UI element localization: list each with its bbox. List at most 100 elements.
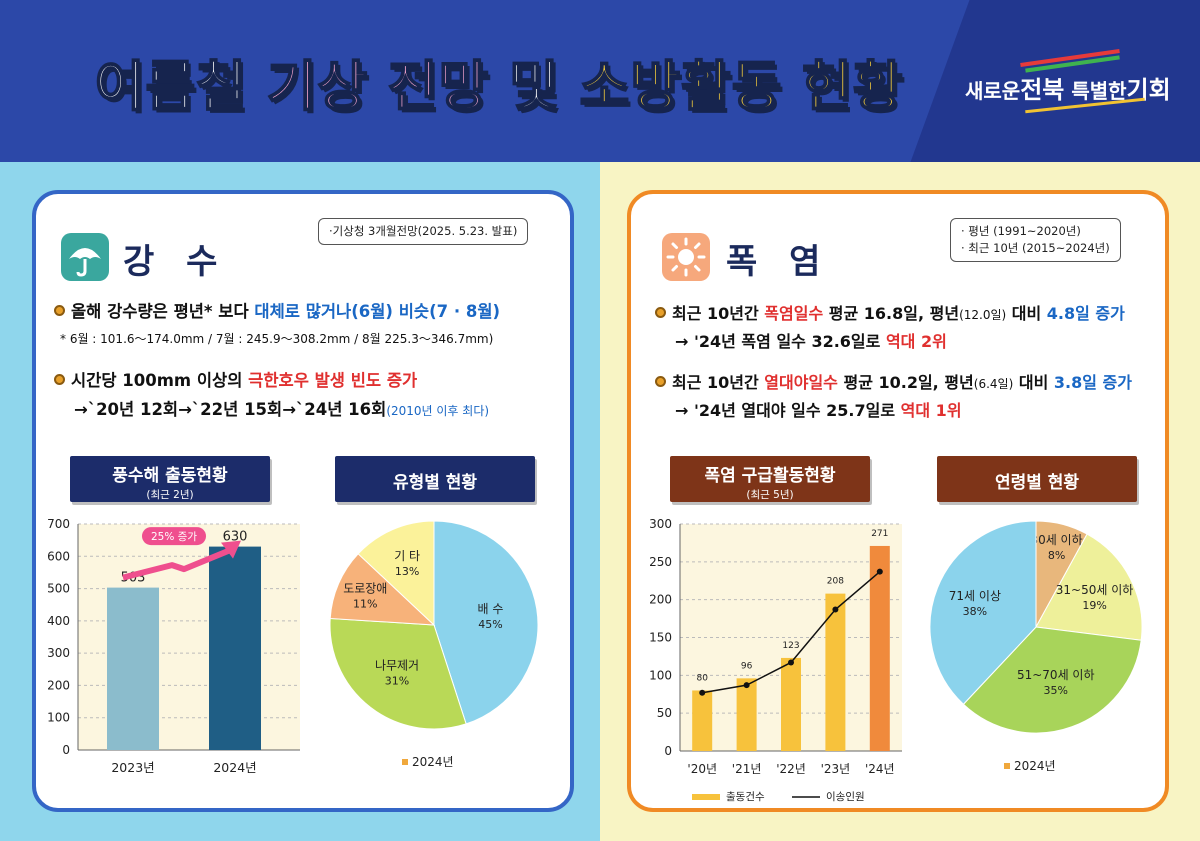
heat-line-2-a: → '24년 폭염 일수 32.6일로 bbox=[675, 332, 886, 351]
heat-line-1-f: 4.8일 증가 bbox=[1046, 304, 1125, 323]
logo: 새로운전북 특별한기회 bbox=[965, 48, 1185, 128]
heat-line-1-c: 평균 16.8일, 평년 bbox=[823, 304, 960, 323]
line-point bbox=[832, 606, 839, 613]
pie-slice bbox=[1035, 533, 1143, 641]
bar bbox=[869, 545, 890, 751]
badge-disaster-dispatch-title: 풍수해 출동현황 bbox=[112, 466, 228, 486]
heat-note-line-2: · 최근 10년 (2015~2024년) bbox=[961, 241, 1110, 255]
bullet-icon bbox=[54, 374, 65, 385]
heat-line-3-d: (6.4일) bbox=[973, 377, 1014, 391]
legend-label: 2024년 bbox=[412, 755, 454, 769]
y-tick-label: 0 bbox=[664, 744, 672, 758]
data-label: 208 bbox=[827, 577, 844, 587]
slice-value: 8% bbox=[1048, 549, 1065, 562]
pie-slice bbox=[929, 520, 1037, 705]
data-label: 630 bbox=[223, 530, 248, 545]
badge-heat-ems-title: 폭염 구급활동현황 bbox=[704, 466, 836, 486]
pie-slice bbox=[329, 617, 467, 730]
y-tick-label: 0 bbox=[62, 743, 70, 757]
x-tick-label: '20년 bbox=[687, 762, 717, 776]
growth-badge bbox=[142, 527, 206, 546]
legend-bar-swatch bbox=[692, 794, 720, 800]
title-part-4: 소방활동 현황 bbox=[579, 54, 904, 119]
badge-heat-ems-sub: (최근 5년) bbox=[746, 489, 794, 501]
heat-note-line-1: · 평년 (1991~2020년) bbox=[961, 224, 1081, 238]
y-tick-label: 700 bbox=[47, 517, 70, 531]
slice-value: 13% bbox=[395, 565, 419, 578]
legend-line-label: 이송인원 bbox=[826, 791, 865, 803]
y-tick-label: 150 bbox=[649, 631, 672, 645]
bullet-icon bbox=[655, 307, 666, 318]
title-part-1: 여름철 bbox=[94, 54, 267, 119]
data-label: 80 bbox=[696, 673, 708, 683]
heat-line-3: 최근 10년간 열대야일수 평균 10.2일, 평년(6.4일) 대비 3.8일… bbox=[655, 369, 1132, 393]
sun-icon bbox=[662, 233, 710, 281]
heat-title: 폭 염 bbox=[726, 242, 831, 282]
legend-label: 2024년 bbox=[1014, 759, 1056, 773]
pie-slice bbox=[962, 626, 1142, 734]
rain-line-3-note: (2010년 이후 최다) bbox=[386, 404, 490, 418]
rain-line-1-note: * 6월 : 101.6～174.0mm / 7월 : 245.9～308.2m… bbox=[60, 332, 494, 346]
badge-type-status: 유형별 현황 bbox=[335, 456, 535, 502]
heat-line-4-a: → '24년 열대야 일수 25.7일로 bbox=[675, 401, 901, 420]
legend-swatch bbox=[1004, 763, 1010, 769]
rain-line-1-text: 올해 강수량은 평년* 보다 bbox=[71, 302, 255, 321]
heat-line-4: → '24년 열대야 일수 25.7일로 역대 1위 bbox=[675, 397, 962, 421]
badge-disaster-dispatch: 풍수해 출동현황 (최근 2년) bbox=[70, 456, 270, 502]
heat-source-note: · 평년 (1991~2020년) · 최근 10년 (2015~2024년) bbox=[950, 218, 1121, 262]
bar bbox=[781, 657, 801, 751]
growth-arrow bbox=[122, 547, 231, 581]
data-label: 123 bbox=[782, 641, 799, 651]
bar bbox=[209, 546, 261, 750]
y-tick-label: 100 bbox=[649, 668, 672, 682]
rain-line-3-text: →`20년 12회→`22년 15회→`24년 16회 bbox=[74, 400, 387, 419]
bullet-icon bbox=[655, 376, 666, 387]
slice-value: 45% bbox=[478, 618, 502, 631]
line-point bbox=[876, 568, 883, 575]
slice-label: 배 수 bbox=[478, 602, 504, 616]
title-part-3: 및 bbox=[489, 54, 580, 119]
slice-label: 30세 이하 bbox=[1030, 533, 1082, 547]
badge-age-status: 연령별 현황 bbox=[937, 456, 1137, 502]
rain-line-3: →`20년 12회→`22년 15회→`24년 16회(2010년 이후 최다) bbox=[74, 396, 489, 420]
pie-slice bbox=[433, 520, 539, 725]
data-label: 96 bbox=[741, 661, 753, 671]
legend-swatch bbox=[402, 759, 408, 765]
logo-text-c: 특별한 bbox=[1064, 79, 1127, 103]
slice-value: 35% bbox=[1044, 684, 1068, 697]
heat-line-2: → '24년 폭염 일수 32.6일로 역대 2위 bbox=[675, 328, 947, 352]
y-tick-label: 300 bbox=[47, 646, 70, 660]
heat-line-1: 최근 10년간 폭염일수 평균 16.8일, 평년(12.0일) 대비 4.8일… bbox=[655, 300, 1125, 324]
y-tick-label: 50 bbox=[657, 706, 672, 720]
heat-line-3-f: 3.8일 증가 bbox=[1053, 373, 1132, 392]
line-point bbox=[788, 659, 794, 666]
heat-ems-combo-chart: 0 50 100 150 200 250 300 80 '20년 96 '21년 123 '22년 208… bbox=[649, 517, 902, 803]
page-title: 여름철 기상 전망 및 소방활동 현황 bbox=[94, 42, 904, 121]
rain-line-2-text: 시간당 100mm 이상의 bbox=[71, 371, 249, 390]
y-tick-label: 250 bbox=[649, 555, 672, 569]
line-point bbox=[699, 689, 706, 696]
badge-disaster-dispatch-sub: (최근 2년) bbox=[146, 489, 194, 501]
heat-line-3-c: 평균 10.2일, 평년 bbox=[837, 373, 974, 392]
slice-value: 38% bbox=[963, 605, 987, 618]
rain-line-1-highlight: 대체로 많거나(6월) 비슷(7 · 8월) bbox=[254, 302, 501, 321]
x-tick-label: '23년 bbox=[821, 762, 851, 776]
heat-line-3-b: 열대야일수 bbox=[764, 373, 838, 392]
slice-label: 51~70세 이하 bbox=[1017, 668, 1095, 682]
y-tick-label: 600 bbox=[47, 549, 70, 563]
growth-arrow-head bbox=[221, 540, 241, 559]
x-tick-label: 2023년 bbox=[111, 760, 154, 775]
heat-line-1-d: (12.0일) bbox=[959, 308, 1007, 322]
slice-label: 31~50세 이하 bbox=[1056, 583, 1134, 597]
rain-source-note: ·기상청 3개월전망(2025. 5.23. 발표) bbox=[318, 218, 529, 245]
bar bbox=[692, 690, 713, 751]
rain-line-1: 올해 강수량은 평년* 보다 대체로 많거나(6월) 비슷(7 · 8월) bbox=[54, 298, 500, 322]
heat-line-3-e: 대비 bbox=[1013, 373, 1054, 392]
y-tick-label: 500 bbox=[47, 582, 70, 596]
badge-type-status-title: 유형별 현황 bbox=[392, 473, 478, 493]
badge-age-status-title: 연령별 현황 bbox=[994, 473, 1080, 493]
pie-slice bbox=[329, 553, 436, 626]
heat-line-1-b: 폭염일수 bbox=[764, 304, 824, 323]
line-point bbox=[743, 682, 750, 689]
rain-title: 강 수 bbox=[123, 242, 228, 282]
